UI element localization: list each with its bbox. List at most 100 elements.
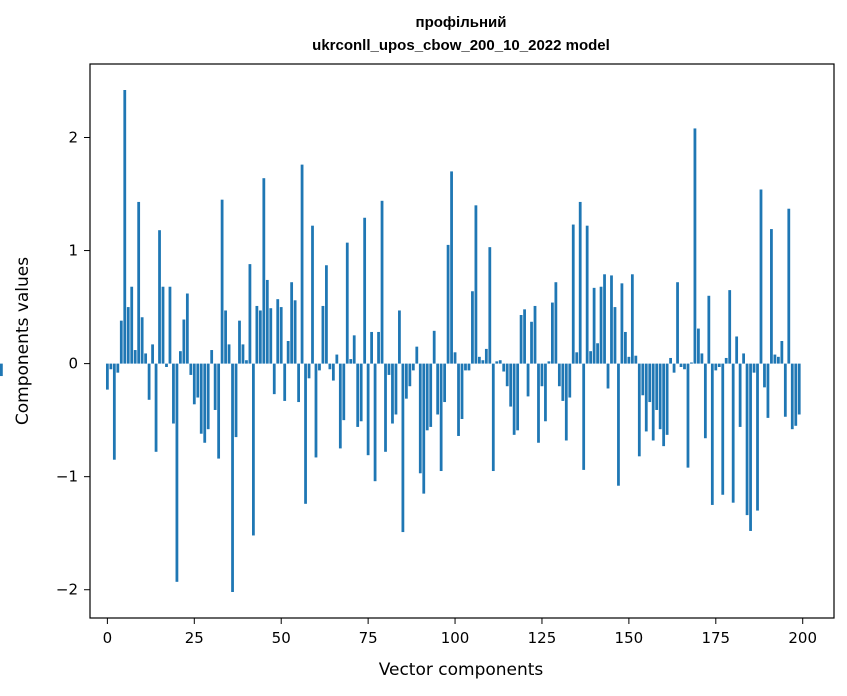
bar-36 xyxy=(231,363,234,592)
bar-190 xyxy=(766,363,770,418)
bar-150 xyxy=(627,356,631,364)
bar-166 xyxy=(683,363,686,370)
bar-69 xyxy=(345,242,349,364)
bar-92 xyxy=(425,363,429,431)
bar-185 xyxy=(749,363,752,531)
bar-18 xyxy=(168,286,172,364)
bar-79 xyxy=(380,200,384,364)
bar-27 xyxy=(199,363,203,434)
bar-112 xyxy=(495,361,499,364)
bar-24 xyxy=(189,363,193,375)
bar-184 xyxy=(745,363,749,516)
bar-155 xyxy=(644,363,648,432)
bar-199 xyxy=(797,363,801,415)
bar-59 xyxy=(311,225,314,364)
bar-32 xyxy=(217,363,221,459)
bar-83 xyxy=(394,363,398,415)
bar-76 xyxy=(370,331,373,364)
bar-127 xyxy=(547,361,551,364)
bar-124 xyxy=(537,363,540,443)
bar-40 xyxy=(245,360,248,364)
bar-2 xyxy=(112,363,116,460)
bar-7 xyxy=(130,286,134,364)
bar-8 xyxy=(133,350,137,364)
bar-71 xyxy=(352,335,356,364)
bar-11 xyxy=(144,353,148,364)
bar-157 xyxy=(651,363,655,441)
bar-6 xyxy=(126,307,130,364)
bar-46 xyxy=(265,279,269,364)
bar-121 xyxy=(526,363,530,397)
bar-9 xyxy=(137,201,141,364)
bar-47 xyxy=(269,308,273,364)
bar-163 xyxy=(672,363,676,373)
bar-21 xyxy=(179,351,182,364)
chart-title-line1: профільний xyxy=(416,14,507,31)
bar-49 xyxy=(276,299,280,364)
bar-73 xyxy=(359,363,363,422)
bar-117 xyxy=(512,363,516,435)
bar-95 xyxy=(436,363,440,415)
bar-125 xyxy=(540,363,544,387)
bar-31 xyxy=(213,363,217,410)
bar-74 xyxy=(363,217,367,364)
bar-149 xyxy=(624,331,627,364)
bar-146 xyxy=(613,307,617,364)
bar-75 xyxy=(366,363,370,456)
bar-174 xyxy=(710,363,714,505)
x-tick-label-6: 150 xyxy=(615,629,644,647)
bar-42 xyxy=(252,363,255,536)
bar-167 xyxy=(686,363,690,468)
bar-41 xyxy=(248,264,252,364)
bar-178 xyxy=(724,357,728,364)
bar-68 xyxy=(342,363,346,421)
bar-130 xyxy=(557,363,561,387)
bar-189 xyxy=(763,363,766,388)
bar-154 xyxy=(641,363,645,396)
bar-159 xyxy=(658,363,662,430)
bar-137 xyxy=(582,363,586,470)
bar-14 xyxy=(154,363,158,452)
bar-12 xyxy=(147,363,151,400)
bar-17 xyxy=(165,363,168,367)
bar-87 xyxy=(408,363,412,387)
bar-104 xyxy=(467,363,471,371)
bar-38 xyxy=(238,320,241,364)
bar-200 xyxy=(0,363,3,377)
bar-64 xyxy=(328,363,332,370)
bar-128 xyxy=(551,302,554,364)
bar-181 xyxy=(735,336,739,364)
bar-197 xyxy=(790,363,794,430)
bar-58 xyxy=(307,363,311,379)
x-tick-label-0: 0 xyxy=(103,629,113,647)
bar-171 xyxy=(700,353,704,364)
bar-10 xyxy=(140,317,144,364)
bar-45 xyxy=(262,178,266,364)
y-tick-label-0: −2 xyxy=(56,581,78,599)
bar-57 xyxy=(304,363,307,504)
bar-132 xyxy=(564,363,568,441)
bar-170 xyxy=(697,328,700,364)
bar-86 xyxy=(404,363,408,399)
x-tick-label-8: 200 xyxy=(788,629,817,647)
bar-0 xyxy=(105,363,109,390)
bar-106 xyxy=(474,205,478,364)
bar-119 xyxy=(519,315,523,364)
bar-183 xyxy=(742,353,745,364)
bar-126 xyxy=(544,363,547,422)
bar-series xyxy=(0,90,801,592)
bar-169 xyxy=(693,128,697,364)
bar-113 xyxy=(498,360,502,364)
bar-65 xyxy=(331,363,335,381)
bar-147 xyxy=(617,363,620,486)
y-tick-label-1: −1 xyxy=(56,468,78,486)
bar-52 xyxy=(286,341,290,364)
bar-198 xyxy=(794,363,798,426)
x-axis-ticks: 0 25 50 75 100 125 150 175 200 xyxy=(103,618,817,647)
bar-80 xyxy=(384,363,387,452)
bar-39 xyxy=(241,344,245,364)
bar-133 xyxy=(568,363,572,398)
bar-81 xyxy=(387,363,391,375)
bar-97 xyxy=(443,363,447,403)
bar-158 xyxy=(655,363,659,410)
